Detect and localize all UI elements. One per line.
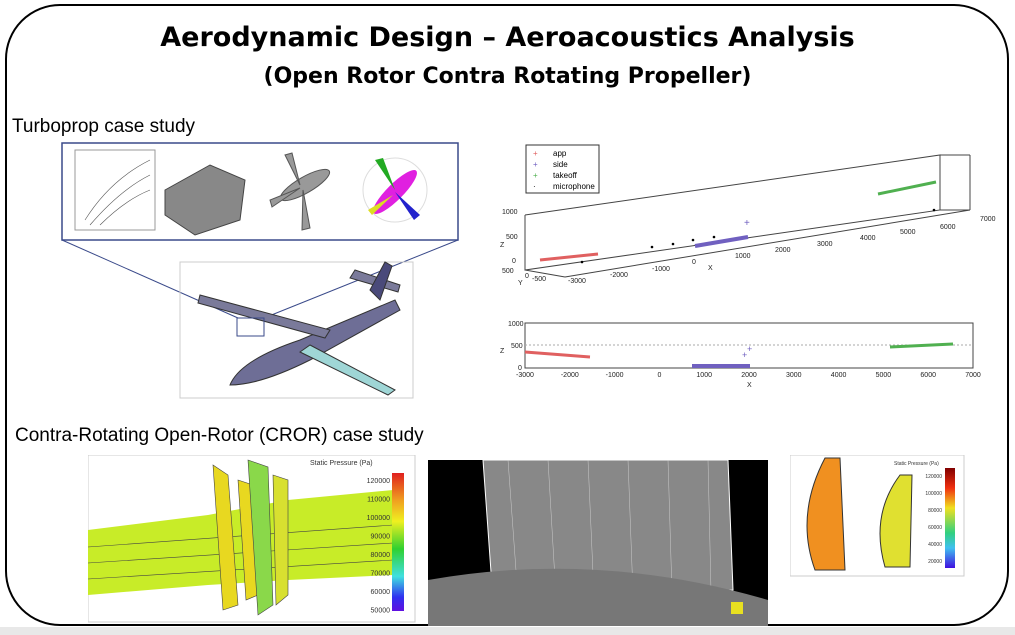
aircraft-image-frame (179, 261, 414, 399)
surface-plot-image (164, 164, 246, 236)
x-tick: 3000 (817, 241, 833, 248)
colorbar-tick: 120000 (925, 474, 942, 480)
blade-pressure-image: Static Pressure (Pa) 120000 100000 80000 60… (790, 455, 965, 577)
plot-3d: + app + side + takeoff · microphone + 1000 5… (500, 144, 996, 287)
x-tick: 6000 (920, 372, 936, 379)
colorbar-tick: 100000 (367, 515, 390, 522)
x-tick: 6000 (940, 224, 956, 231)
z-tick: 1000 (502, 209, 518, 216)
x-tick: -3000 (568, 278, 586, 285)
colorbar-tick: 60000 (928, 525, 942, 531)
colorbar-tick: 80000 (371, 552, 391, 559)
x-tick: 1000 (696, 372, 712, 379)
x-tick: 5000 (900, 229, 916, 236)
slide-subtitle: (Open Rotor Contra Rotating Propeller) (263, 64, 752, 89)
side-marker: + (742, 350, 747, 360)
x-tick: 3000 (786, 372, 802, 379)
turboprop-heading: Turboprop case study (12, 116, 196, 137)
z-tick: 500 (506, 234, 518, 241)
slide-title: Aerodynamic Design – Aeroacoustics Analy… (160, 22, 855, 53)
colorbar-title: Static Pressure (Pa) (894, 461, 939, 467)
y-label: Y (518, 280, 523, 287)
z-label: Z (500, 348, 505, 355)
svg-text:+: + (533, 149, 538, 158)
cfd-rotor-pressure-image: Static Pressure (Pa) 120000 110000 100000 9… (88, 455, 416, 623)
propeller-gray-image (269, 152, 331, 231)
legend-app: app (553, 149, 567, 158)
propeller-colored-image (362, 157, 428, 223)
y-tick: 500 (502, 268, 514, 275)
flow-domain (88, 490, 393, 595)
x-tick: -1000 (652, 266, 670, 273)
takeoff-series (889, 342, 954, 349)
colorbar-tick: 100000 (925, 491, 942, 497)
legend-microphone: microphone (553, 182, 595, 191)
aircraft-image (197, 261, 401, 396)
blade-mesh (482, 460, 734, 601)
legend-side: side (553, 160, 568, 169)
colorbar-tick: 110000 (367, 497, 390, 504)
x-label: X (708, 265, 713, 272)
x-tick: 4000 (831, 372, 847, 379)
plot3d-legend (525, 144, 600, 194)
plot3d-legend-items: + app + side + takeoff · microphone (533, 149, 595, 191)
x-tick: 4000 (860, 235, 876, 242)
colorbar-title: Static Pressure (Pa) (310, 460, 373, 467)
x-tick: 0 (692, 259, 696, 266)
microphone-points (580, 208, 936, 264)
z-label: Z (500, 242, 505, 249)
colorbar-tick: 40000 (928, 542, 942, 548)
side-series (694, 235, 749, 248)
colorbar-tick: 50000 (371, 608, 391, 615)
z-tick: 500 (511, 343, 523, 350)
cror-heading: Contra-Rotating Open-Rotor (CROR) case s… (15, 425, 424, 446)
side-marker: + (744, 218, 750, 229)
yellow-marker (731, 602, 743, 614)
y-tick: 0 (525, 273, 529, 280)
rotor-blades (212, 459, 289, 616)
app-series (539, 252, 599, 262)
x-tick: -2000 (561, 372, 579, 379)
y-tick: -500 (532, 276, 546, 283)
x-tick: 1000 (735, 253, 751, 260)
x-label: X (747, 382, 752, 389)
x-tick: 2000 (741, 372, 757, 379)
colorbar-tick: 80000 (928, 508, 942, 514)
z-tick: 0 (512, 258, 516, 265)
x-tick: -1000 (606, 372, 624, 379)
x-tick: 2000 (775, 247, 791, 254)
colorbar-tick: 60000 (371, 589, 391, 596)
svg-text:·: · (533, 182, 536, 191)
bottom-strip (0, 627, 1015, 635)
hub-mesh (428, 568, 768, 626)
performance-map-image (74, 149, 156, 231)
blade-mesh-image (428, 460, 768, 626)
colorbar (945, 468, 955, 568)
legend-takeoff: takeoff (553, 171, 578, 180)
x-tick: -3000 (516, 372, 534, 379)
app-series (524, 350, 591, 359)
x-tick: -2000 (610, 272, 628, 279)
blade-left (806, 457, 846, 571)
takeoff-series (877, 180, 937, 196)
z-tick: 0 (518, 365, 522, 372)
blade-right (879, 474, 913, 568)
colorbar-tick: 120000 (367, 478, 390, 485)
svg-text:+: + (533, 160, 538, 169)
plot-2d: + + 1000 500 0 Z -3000 -2000 -1000 0 1000 200… (500, 321, 981, 389)
colorbar (392, 473, 404, 611)
colorbar-tick: 20000 (928, 559, 942, 565)
x-tick: 7000 (965, 372, 981, 379)
colorbar-tick: 90000 (371, 534, 391, 541)
x-tick: 5000 (876, 372, 892, 379)
x-tick: 0 (657, 372, 661, 379)
x-tick: 7000 (980, 216, 996, 223)
colorbar-tick: 70000 (371, 571, 391, 578)
side-marker: + (747, 344, 752, 354)
z-tick: 1000 (508, 321, 524, 328)
turboprop-figure (61, 142, 459, 399)
svg-text:+: + (533, 171, 538, 180)
